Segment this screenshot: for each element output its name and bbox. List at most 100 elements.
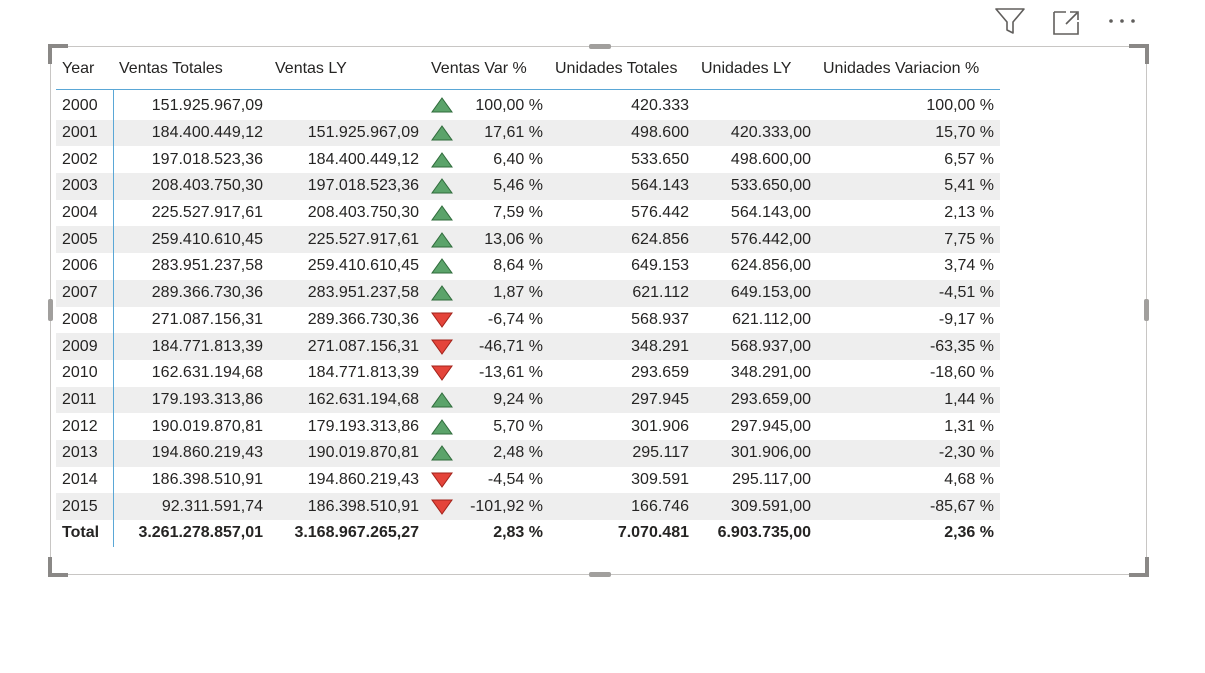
table-row[interactable]: 2003 208.403.750,30 197.018.523,36 5,46 % 56… [56,173,1000,200]
trend-up-icon [431,96,453,113]
unidades-ly-cell: 533.650,00 [695,173,817,200]
unidades-variacion-cell: 100,00 % [926,97,994,115]
year-cell: 2014 [56,466,114,494]
unidades-totales-cell: 301.906 [631,417,689,435]
ventas-ly-cell: 186.398.510,91 [269,493,425,520]
ventas-ly-cell: 283.951.237,58 [269,279,425,307]
table-row[interactable]: 2013 194.860.219,43 190.019.870,81 2,48 % 29… [56,439,1000,467]
table-row[interactable]: 2015 92.311.591,74 186.398.510,91 -101,92 %… [56,493,1000,520]
ventas-totales-cell: 194.860.219,43 [113,439,269,467]
unidades-ly-cell: 309.591,00 [695,493,817,520]
ventas-var-cell: 2,48 % [425,439,549,467]
ventas-totales-cell: 289.366.730,36 [113,279,269,307]
unidades-totales-cell: 621.112 [549,279,695,307]
trend-down-icon [431,499,453,515]
unidades-ly-cell: 576.442,00 [695,226,817,254]
trend-down-icon [431,339,453,355]
ventas-ly-cell: 208.403.750,30 [307,204,419,222]
column-header-unidades-totales[interactable]: Unidades Totales [549,49,695,90]
ventas-var-value: 13,06 % [484,230,543,248]
table-row[interactable]: 2010 162.631.194,68 184.771.813,39 -13,61 %… [56,359,1000,387]
table-row[interactable]: 2005 259.410.610,45 225.527.917,61 13,06 % 6… [56,226,1000,254]
unidades-variacion-cell: -18,60 % [929,364,994,382]
ventas-ly-cell: 184.400.449,12 [307,150,419,168]
filter-icon [995,8,1025,34]
resize-corner-bottom-right[interactable] [1129,557,1149,577]
table-row[interactable]: 2000 151.925.967,09 100,00 % 420.333 100,00 … [56,89,1000,120]
column-header-ventas-totales[interactable]: Ventas Totales [113,49,269,90]
year-cell: 2010 [56,359,114,387]
total-ventas-var-cell: 2,83 % [425,520,549,547]
trend-up-icon [431,205,453,221]
ventas-ly-cell: 271.087.156,31 [269,333,425,360]
column-header-unidades-ly[interactable]: Unidades LY [695,49,817,90]
more-options-icon [1109,19,1135,23]
column-header-ventas-var[interactable]: Ventas Var % [425,49,549,90]
table-row[interactable]: 2008 271.087.156,31 289.366.730,36 -6,74 % 5… [56,306,1000,334]
ventas-ly-cell: 259.410.610,45 [307,257,419,275]
table-header-row: Year Ventas Totales Ventas LY Ventas Var… [56,49,1000,90]
table-row[interactable]: 2001 184.400.449,12 151.925.967,09 17,61 % 4… [56,119,1000,147]
year-cell: 2002 [56,146,114,174]
unidades-variacion-cell: 4,68 % [944,470,994,488]
ventas-var-cell: 100,00 % [425,90,549,120]
unidades-ly-cell: 301.906,00 [695,439,817,467]
resize-handle-left[interactable] [48,299,53,321]
resize-corner-bottom-left[interactable] [48,557,68,577]
table-row[interactable]: 2014 186.398.510,91 194.860.219,43 -4,54 % 3… [56,466,1000,494]
unidades-totales-cell: 166.746 [549,493,695,520]
year-cell: 2011 [56,386,114,414]
ventas-totales-cell: 283.951.237,58 [151,257,263,275]
unidades-variacion-cell: -9,17 % [938,310,994,328]
ventas-ly-cell: 197.018.523,36 [269,173,425,200]
ventas-var-cell: -4,54 % [425,467,549,494]
unidades-ly-cell: 621.112,00 [732,310,811,328]
trend-up-icon [431,418,453,435]
matrix-visual-container[interactable] [48,44,1149,577]
ventas-ly-cell: 179.193.313,86 [307,417,419,435]
total-unidades-ly-cell: 6.903.735,00 [695,520,817,547]
ventas-var-value: -6,74 % [487,310,543,328]
unidades-variacion-cell: 1,44 % [817,386,1000,414]
year-cell: 2003 [56,173,114,200]
ventas-totales-cell: 184.771.813,39 [113,333,269,360]
column-header-year[interactable]: Year [56,49,113,90]
table-row[interactable]: 2009 184.771.813,39 271.087.156,31 -46,71 %… [56,333,1000,360]
ventas-var-value: -4,54 % [487,470,543,488]
more-options-button[interactable] [1102,6,1142,36]
year-cell: 2015 [56,493,114,520]
unidades-totales-cell: 498.600 [549,119,695,147]
resize-handle-bottom[interactable] [589,572,611,577]
table-row[interactable]: 2011 179.193.313,86 162.631.194,68 9,24 % 29… [56,386,1000,414]
table-row[interactable]: 2006 283.951.237,58 259.410.610,45 8,64 % 64… [56,253,1000,280]
unidades-variacion-cell: 15,70 % [817,119,1000,147]
ventas-var-value: 8,64 % [493,257,543,275]
column-header-ventas-ly[interactable]: Ventas LY [269,49,425,90]
table-row[interactable]: 2004 225.527.917,61 208.403.750,30 7,59 % 57… [56,199,1000,227]
ventas-var-cell: -46,71 % [425,333,549,360]
focus-mode-icon [1053,11,1079,35]
total-year-cell: Total [56,520,114,547]
ventas-totales-cell: 186.398.510,91 [151,470,263,488]
focus-mode-button[interactable] [1046,6,1086,36]
ventas-var-cell: 17,61 % [425,119,549,147]
resize-corner-top-left[interactable] [48,44,68,64]
resize-handle-right[interactable] [1144,299,1149,321]
year-cell: 2008 [56,306,114,334]
filter-button[interactable] [990,6,1030,36]
ventas-var-cell: 1,87 % [425,279,549,307]
column-header-unidades-variacion[interactable]: Unidades Variacion % [817,49,1000,90]
ventas-ly-cell: 289.366.730,36 [307,310,419,328]
unidades-variacion-cell: 7,75 % [817,226,1000,254]
resize-handle-top[interactable] [589,44,611,49]
table-row[interactable]: 2002 197.018.523,36 184.400.449,12 6,40 % 53… [56,146,1000,174]
ventas-totales-cell: 271.087.156,31 [151,310,263,328]
trend-up-icon [431,258,453,274]
ventas-totales-cell: 259.410.610,45 [113,226,269,254]
year-cell: 2006 [56,253,114,280]
table-row[interactable]: 2007 289.366.730,36 283.951.237,58 1,87 % 62… [56,279,1000,307]
unidades-totales-cell: 297.945 [549,386,695,414]
resize-corner-top-right[interactable] [1129,44,1149,64]
unidades-ly-cell: 293.659,00 [695,386,817,414]
table-row[interactable]: 2012 190.019.870,81 179.193.313,86 5,70 % 30… [56,413,1000,440]
